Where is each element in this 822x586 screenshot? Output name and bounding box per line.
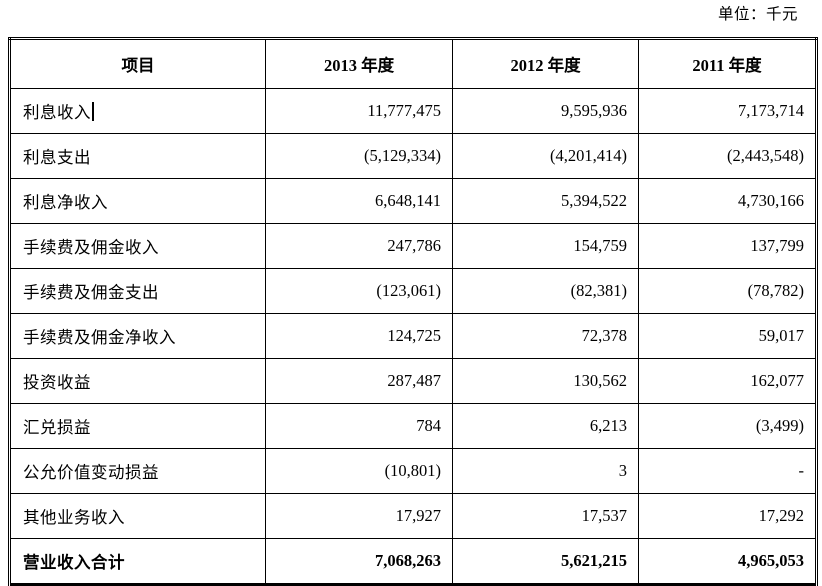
value-cell: 287,487 <box>265 358 453 404</box>
row-label-text: 手续费及佣金收入 <box>23 238 159 257</box>
value-cell: - <box>638 448 817 494</box>
value-cell: (10,801) <box>265 448 453 494</box>
value-cell: 130,562 <box>452 358 639 404</box>
value-cell: 5,394,522 <box>452 178 639 224</box>
row-label-text: 公允价值变动损益 <box>23 463 159 482</box>
table-row: 其他业务收入 17,927 17,537 17,292 <box>9 493 817 539</box>
value-cell: (78,782) <box>638 268 817 314</box>
value-cell: 7,068,263 <box>265 538 453 585</box>
value-cell: (4,201,414) <box>452 133 639 179</box>
financial-table: 项目 2013 年度 2012 年度 2011 年度 利息收入 11,777,4… <box>8 37 818 586</box>
text-cursor <box>92 102 94 121</box>
row-label-text: 利息净收入 <box>23 193 108 212</box>
value-cell: 6,213 <box>452 403 639 449</box>
value-cell: 124,725 <box>265 313 453 359</box>
table-header-row: 项目 2013 年度 2012 年度 2011 年度 <box>9 38 817 89</box>
row-label-text: 利息支出 <box>23 148 91 167</box>
value-cell: 17,927 <box>265 493 453 539</box>
column-header-item: 项目 <box>9 38 266 89</box>
row-label-cell: 公允价值变动损益 <box>9 448 266 494</box>
value-cell: (3,499) <box>638 403 817 449</box>
row-label-text: 利息收入 <box>23 103 91 122</box>
row-label-cell: 投资收益 <box>9 358 266 404</box>
value-cell: 247,786 <box>265 223 453 269</box>
value-cell: 162,077 <box>638 358 817 404</box>
unit-label: 单位：千元 <box>717 6 798 23</box>
value-cell: 4,730,166 <box>638 178 817 224</box>
row-label-text: 汇兑损益 <box>23 418 91 437</box>
table-row: 利息净收入 6,648,141 5,394,522 4,730,166 <box>9 178 817 224</box>
table-row: 营业收入合计 7,068,263 5,621,215 4,965,053 <box>9 538 817 585</box>
value-cell: 6,648,141 <box>265 178 453 224</box>
value-cell: 72,378 <box>452 313 639 359</box>
row-label-cell: 手续费及佣金收入 <box>9 223 266 269</box>
row-label-cell: 其他业务收入 <box>9 493 266 539</box>
value-cell: 784 <box>265 403 453 449</box>
column-header-2012: 2012 年度 <box>452 38 639 89</box>
table-row: 手续费及佣金收入 247,786 154,759 137,799 <box>9 223 817 269</box>
value-cell: 7,173,714 <box>638 88 817 134</box>
value-cell: 4,965,053 <box>638 538 817 585</box>
value-cell: (5,129,334) <box>265 133 453 179</box>
table-row: 利息收入 11,777,475 9,595,936 7,173,714 <box>9 88 817 134</box>
table-row: 利息支出 (5,129,334) (4,201,414) (2,443,548) <box>9 133 817 179</box>
table-row: 投资收益 287,487 130,562 162,077 <box>9 358 817 404</box>
row-label-cell: 利息净收入 <box>9 178 266 224</box>
table-row: 手续费及佣金支出 (123,061) (82,381) (78,782) <box>9 268 817 314</box>
value-cell: 17,537 <box>452 493 639 539</box>
column-header-2013: 2013 年度 <box>265 38 453 89</box>
row-label-cell: 手续费及佣金支出 <box>9 268 266 314</box>
row-label-text: 手续费及佣金净收入 <box>23 328 176 347</box>
row-label-text: 手续费及佣金支出 <box>23 283 159 302</box>
column-header-2011: 2011 年度 <box>638 38 817 89</box>
value-cell: 11,777,475 <box>265 88 453 134</box>
value-cell: 3 <box>452 448 639 494</box>
row-label-cell: 营业收入合计 <box>9 538 266 585</box>
value-cell: (2,443,548) <box>638 133 817 179</box>
row-label-text: 其他业务收入 <box>23 508 125 527</box>
table-body: 利息收入 11,777,475 9,595,936 7,173,714 利息支出… <box>9 88 817 585</box>
value-cell: 5,621,215 <box>452 538 639 585</box>
row-label-cell: 手续费及佣金净收入 <box>9 313 266 359</box>
value-cell: 59,017 <box>638 313 817 359</box>
value-cell: 9,595,936 <box>452 88 639 134</box>
table-row: 手续费及佣金净收入 124,725 72,378 59,017 <box>9 313 817 359</box>
value-cell: 17,292 <box>638 493 817 539</box>
table-row: 公允价值变动损益 (10,801) 3 - <box>9 448 817 494</box>
row-label-cell: 利息收入 <box>9 88 266 134</box>
value-cell: (123,061) <box>265 268 453 314</box>
row-label-cell: 汇兑损益 <box>9 403 266 449</box>
row-label-cell: 利息支出 <box>9 133 266 179</box>
value-cell: 137,799 <box>638 223 817 269</box>
value-cell: 154,759 <box>452 223 639 269</box>
table-row: 汇兑损益 784 6,213 (3,499) <box>9 403 817 449</box>
row-label-text: 营业收入合计 <box>23 553 125 572</box>
value-cell: (82,381) <box>452 268 639 314</box>
row-label-text: 投资收益 <box>23 373 91 392</box>
